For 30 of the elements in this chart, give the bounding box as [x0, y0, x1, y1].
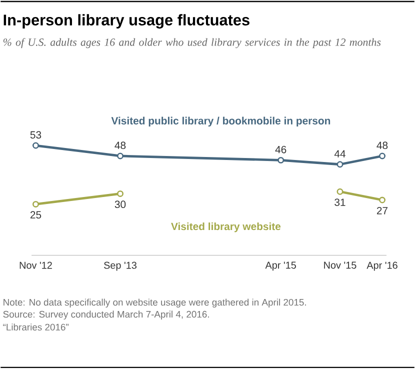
text: Note: No data specifically on website usage were gathered in April 2015. [4, 298, 306, 308]
point [278, 156, 284, 164]
point [336, 161, 344, 168]
data-label: 27 [376, 206, 388, 214]
point [117, 152, 124, 160]
text: Visited public library / bookmobile in person [111, 116, 330, 127]
point [336, 188, 344, 195]
data-label: 46 [275, 146, 286, 154]
data-label: 44 [334, 150, 346, 158]
data-label: 25 [30, 211, 42, 219]
point [379, 152, 386, 160]
chart-title: In-person library usage fluctuates [4, 14, 250, 29]
point [32, 200, 39, 208]
source-note: Source: Survey conducted March 7-April 4, 2016. [3, 310, 209, 320]
text: “Libraries 2016” [3, 324, 69, 331]
data-label: 30 [114, 200, 126, 208]
x-tick-label: Apr '16 [366, 262, 398, 271]
point [32, 142, 39, 149]
chart-subtitle: % of U.S. adults ages 16 and older who used library services in the past 12 months [3, 38, 381, 48]
x-tick-label: Apr '15 [265, 262, 296, 271]
data-label: 31 [334, 198, 346, 206]
data-label: 48 [114, 142, 126, 150]
data-label: 48 [376, 142, 388, 150]
point [117, 190, 124, 197]
x-tick-label: Sep '13 [104, 262, 136, 271]
point [379, 196, 386, 204]
data-label: 53 [30, 131, 42, 139]
x-tick-label: Nov '15 [324, 262, 356, 269]
x-tick-label: Nov '12 [20, 262, 52, 269]
text: Visited library website [171, 222, 281, 232]
